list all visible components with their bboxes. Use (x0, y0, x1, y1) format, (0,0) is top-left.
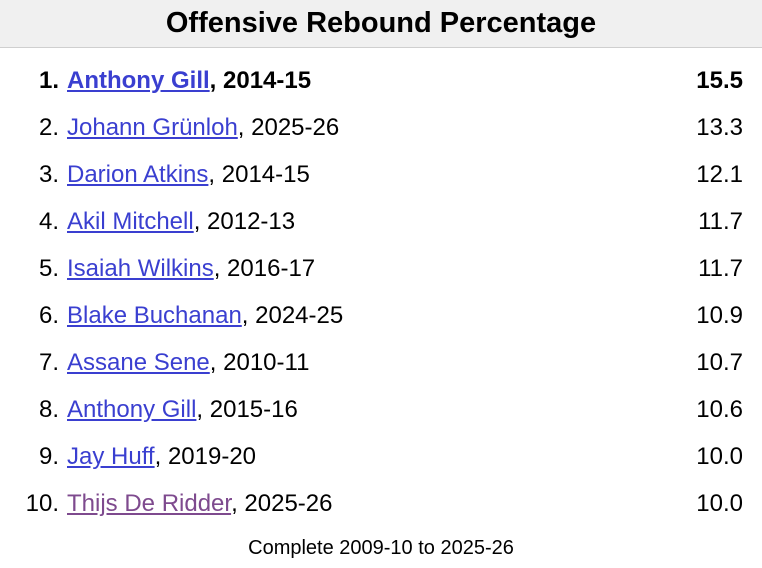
stat-value: 11.7 (698, 255, 743, 282)
season: , 2015-16 (196, 396, 298, 423)
rank: 10. (25, 490, 59, 517)
season: , 2016-17 (213, 255, 316, 282)
rank: 1. (38, 67, 59, 94)
player-entry: Johann Grünloh, 2025-26 (67, 108, 339, 148)
stat-value: 10.0 (696, 443, 743, 470)
stat-value: 10.6 (696, 396, 743, 423)
stat-value: 11.7 (698, 208, 743, 235)
season: , 2014-15 (208, 161, 310, 188)
player-link[interactable]: Blake Buchanan (67, 302, 242, 329)
player-entry: Isaiah Wilkins, 2016-17 (67, 249, 315, 289)
leaderboard-row: 3. Darion Atkins, 2014-15 12.1 (0, 155, 762, 195)
leaderboard-row: 6. Blake Buchanan, 2024-25 10.9 (0, 296, 762, 336)
player-link[interactable]: Akil Mitchell (67, 208, 194, 235)
player-entry: Jay Huff, 2019-20 (67, 437, 256, 477)
rank: 6. (38, 302, 59, 329)
player-entry: Thijs De Ridder, 2025-26 (67, 484, 332, 524)
player-link[interactable]: Isaiah Wilkins (67, 255, 214, 282)
rank: 9. (38, 443, 59, 470)
player-link[interactable]: Johann Grünloh (67, 114, 238, 141)
player-entry: Anthony Gill, 2015-16 (67, 390, 298, 430)
leaderboard-row: 9. Jay Huff, 2019-20 10.0 (0, 437, 762, 477)
player-link[interactable]: Assane Sene (67, 349, 210, 376)
player-link[interactable]: Jay Huff (67, 443, 155, 470)
player-entry: Assane Sene, 2010-11 (67, 343, 309, 383)
stat-value: 10.7 (696, 349, 743, 376)
stat-value: 10.9 (696, 302, 743, 329)
leaderboard-row: 7. Assane Sene, 2010-11 10.7 (0, 343, 762, 383)
player-link[interactable]: Darion Atkins (67, 161, 209, 188)
stat-value: 10.0 (696, 490, 743, 517)
player-entry: Anthony Gill, 2014-15 (67, 61, 311, 101)
title: Offensive Rebound Percentage (0, 0, 762, 48)
rank: 5. (38, 255, 59, 282)
player-entry: Darion Atkins, 2014-15 (67, 155, 310, 195)
rank: 8. (38, 396, 59, 423)
player-entry: Akil Mitchell, 2012-13 (67, 202, 295, 242)
leaderboard-row: 10. Thijs De Ridder, 2025-26 10.0 (0, 484, 762, 524)
rank: 3. (38, 161, 59, 188)
stat-value: 13.3 (696, 114, 743, 141)
footer-note: Complete 2009-10 to 2025-26 (248, 537, 514, 559)
stat-value: 12.1 (696, 161, 743, 188)
rank: 7. (38, 349, 59, 376)
player-link[interactable]: Thijs De Ridder (67, 490, 232, 517)
season: , 2024-25 (241, 302, 344, 329)
season: , 2014-15 (209, 67, 312, 94)
leaderboard-row: 4. Akil Mitchell, 2012-13 11.7 (0, 202, 762, 242)
rank: 2. (38, 114, 59, 141)
stat-value: 15.5 (696, 67, 743, 94)
season: , 2025-26 (237, 114, 340, 141)
season: , 2010-11 (209, 349, 310, 376)
rank: 4. (38, 208, 59, 235)
player-link[interactable]: Anthony Gill (67, 396, 197, 423)
leaderboard-row: 2. Johann Grünloh, 2025-26 13.3 (0, 108, 762, 148)
leaderboard-row: 5. Isaiah Wilkins, 2016-17 11.7 (0, 249, 762, 289)
player-entry: Blake Buchanan, 2024-25 (67, 296, 343, 336)
player-link[interactable]: Anthony Gill (67, 67, 210, 94)
leaderboard-row: 1. Anthony Gill, 2014-15 15.5 (0, 61, 762, 101)
season: , 2025-26 (231, 490, 333, 517)
season: , 2012-13 (193, 208, 296, 235)
leaderboard-row: 8. Anthony Gill, 2015-16 10.6 (0, 390, 762, 430)
season: , 2019-20 (154, 443, 257, 470)
